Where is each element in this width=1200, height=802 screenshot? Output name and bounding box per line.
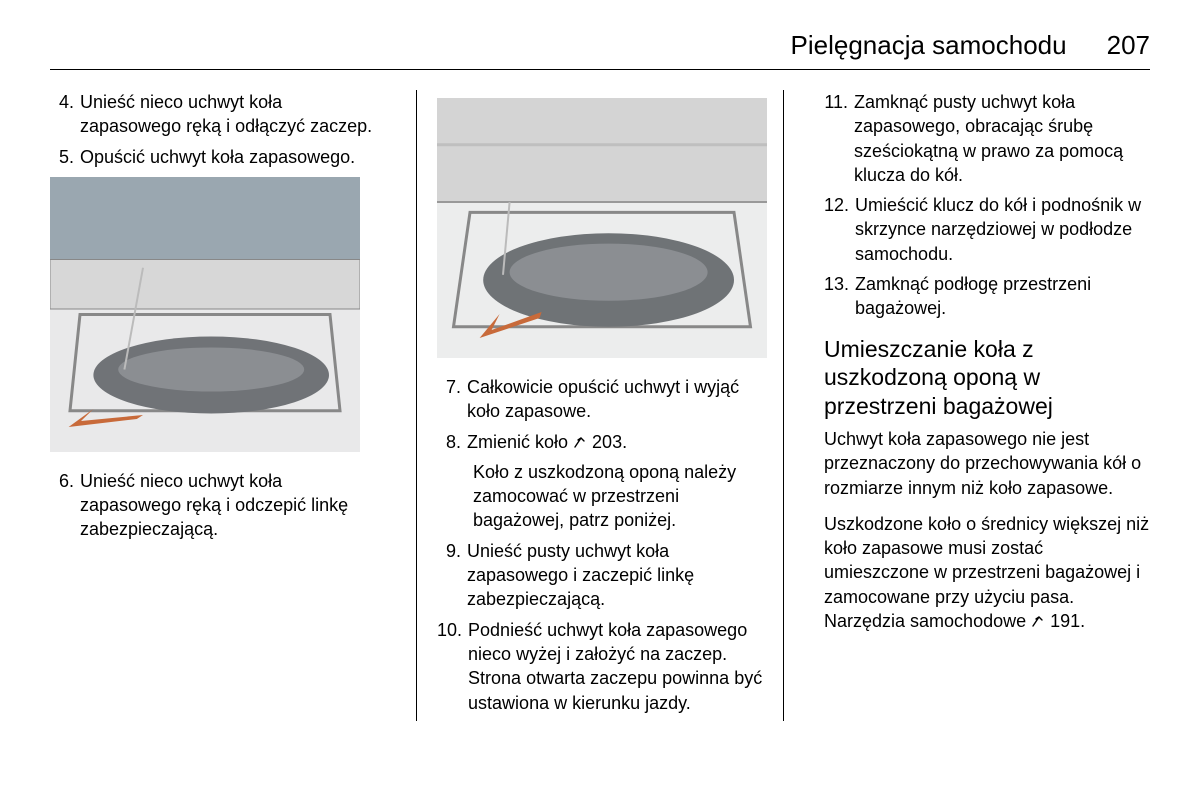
step-number: 4. <box>50 90 80 139</box>
steps-group-d: 9. Unieść pusty uchwyt koła zapasowego i… <box>437 539 763 715</box>
subsection-heading: Umieszczanie koła z uszkodzoną oponą w p… <box>824 335 1150 421</box>
reference-arrow-icon <box>573 435 587 449</box>
step-text: Umieścić klucz do kół i podnośnik w skrz… <box>855 193 1150 266</box>
paragraph-1: Uchwyt koła zapasowego nie jest przeznac… <box>824 427 1150 500</box>
paragraph-2-a: Uszkodzone koło o średnicy większej niż … <box>824 514 1149 631</box>
illustration-svg <box>437 98 767 358</box>
step-number: 5. <box>50 145 80 169</box>
steps-group-a: 4. Unieść nieco uchwyt koła zapasowego r… <box>50 90 376 169</box>
paragraph-2: Uszkodzone koło o średnicy większej niż … <box>824 512 1150 633</box>
paragraph-2-b: . <box>1080 611 1085 631</box>
step-8-note: Koło z uszkodzoną oponą należy zamocować… <box>473 460 763 533</box>
step-11: 11. Zamknąć pusty uchwyt koła zapasowego… <box>824 90 1150 187</box>
steps-group-c: 7. Całkowicie opuścić uchwyt i wyjąć koł… <box>437 375 763 454</box>
column-3: 11. Zamknąć pusty uchwyt koła zapasowego… <box>814 90 1150 721</box>
step-text: Zamknąć pusty uchwyt koła zapasowego, ob… <box>854 90 1150 187</box>
page-header: Pielęgnacja samochodu 207 <box>50 30 1150 70</box>
content-columns: 4. Unieść nieco uchwyt koła zapasowego r… <box>50 90 1150 721</box>
step-12: 12. Umieścić klucz do kół i podnośnik w … <box>824 193 1150 266</box>
column-2: 7. Całkowicie opuścić uchwyt i wyjąć koł… <box>416 90 784 721</box>
step-text: Zmienić koło 203. <box>467 430 763 454</box>
step-number: 8. <box>437 430 467 454</box>
steps-group-e: 11. Zamknąć pusty uchwyt koła zapasowego… <box>824 90 1150 321</box>
step-text: Podnieść uchwyt koła zapasowego nieco wy… <box>468 618 763 715</box>
step-8: 8. Zmienić koło 203. <box>437 430 763 454</box>
step-text: Unieść nieco uchwyt koła zapasowego ręką… <box>80 469 376 542</box>
manual-page: Pielęgnacja samochodu 207 4. Unieść niec… <box>0 0 1200 802</box>
step-text: Opuścić uchwyt koła zapasowego. <box>80 145 376 169</box>
step-number: 9. <box>437 539 467 612</box>
step-text: Unieść pusty uchwyt koła zapasowego i za… <box>467 539 763 612</box>
step-number: 10. <box>437 618 468 715</box>
step-7: 7. Całkowicie opuścić uchwyt i wyjąć koł… <box>437 375 763 424</box>
illustration-svg <box>50 177 360 452</box>
reference-arrow-icon <box>1031 614 1045 628</box>
step-text: Całkowicie opuścić uchwyt i wyjąć koło z… <box>467 375 763 424</box>
section-title: Pielęgnacja samochodu <box>791 30 1067 61</box>
reference-page: 203 <box>592 432 622 452</box>
step-number: 7. <box>437 375 467 424</box>
step-10: 10. Podnieść uchwyt koła zapasowego niec… <box>437 618 763 715</box>
step-9: 9. Unieść pusty uchwyt koła zapasowego i… <box>437 539 763 612</box>
step-text: Zamknąć podłogę przestrzeni bagażowej. <box>855 272 1150 321</box>
step-number: 13. <box>824 272 855 321</box>
step-6: 6. Unieść nieco uchwyt koła zapasowego r… <box>50 469 376 542</box>
illustration-spare-lower <box>50 177 376 457</box>
step-number: 12. <box>824 193 855 266</box>
step-5: 5. Opuścić uchwyt koła zapasowego. <box>50 145 376 169</box>
step-text-before: Zmienić koło <box>467 432 573 452</box>
step-number: 11. <box>824 90 854 187</box>
column-1: 4. Unieść nieco uchwyt koła zapasowego r… <box>50 90 386 721</box>
step-13: 13. Zamknąć podłogę przestrzeni bagażowe… <box>824 272 1150 321</box>
page-number: 207 <box>1107 30 1150 61</box>
step-text-after: . <box>622 432 627 452</box>
step-number: 6. <box>50 469 80 542</box>
step-text: Unieść nieco uchwyt koła zapasowego ręką… <box>80 90 376 139</box>
illustration-spare-remove <box>437 98 763 363</box>
step-4: 4. Unieść nieco uchwyt koła zapasowego r… <box>50 90 376 139</box>
steps-group-b: 6. Unieść nieco uchwyt koła zapasowego r… <box>50 469 376 542</box>
reference-page: 191 <box>1050 611 1080 631</box>
